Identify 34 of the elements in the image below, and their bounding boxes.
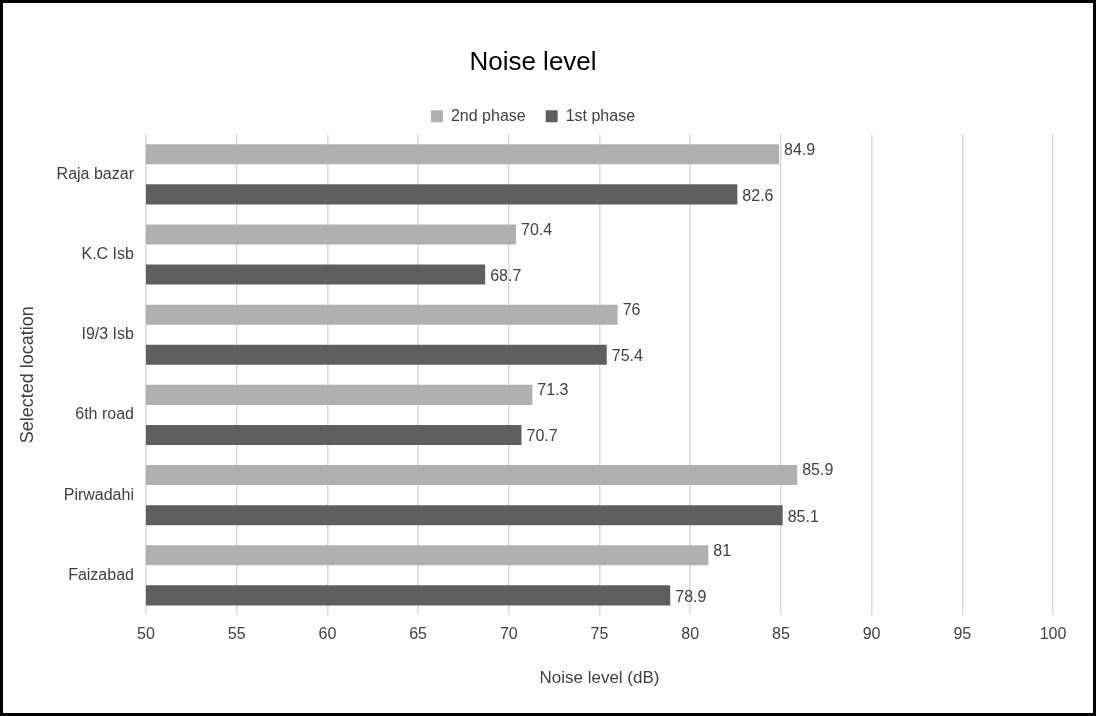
x-tick-label: 65 xyxy=(409,625,428,643)
x-tick-label: 70 xyxy=(499,625,518,643)
x-tick-label: 90 xyxy=(862,625,881,643)
y-tick-label: K.C Isb xyxy=(81,244,135,262)
data-label: 75.4 xyxy=(611,347,643,365)
data-label: 81 xyxy=(713,541,732,559)
x-tick-label: 55 xyxy=(227,625,246,643)
data-label: 85.9 xyxy=(802,461,834,479)
y-tick-label: Pirwadahi xyxy=(63,485,134,503)
legend-label: 1st phase xyxy=(565,106,636,124)
y-tick-label: I9/3 Isb xyxy=(81,325,135,343)
data-label: 70.7 xyxy=(526,427,558,445)
y-axis-title: Selected location xyxy=(16,306,37,444)
x-tick-label: 100 xyxy=(1039,625,1067,643)
x-tick-label: 80 xyxy=(681,625,700,643)
y-tick-label: 6th road xyxy=(75,405,134,423)
x-tick-label: 60 xyxy=(318,625,337,643)
x-tick-label: 85 xyxy=(771,625,790,643)
data-label: 78.9 xyxy=(675,587,707,605)
data-label: 85.1 xyxy=(787,507,819,525)
data-label: 70.4 xyxy=(521,220,553,238)
chart-title: Noise level xyxy=(469,45,597,76)
data-label: 68.7 xyxy=(490,266,522,284)
legend-label: 2nd phase xyxy=(450,106,526,124)
data-label: 71.3 xyxy=(537,381,569,399)
x-tick-label: 95 xyxy=(953,625,972,643)
x-axis-title: Noise level (dB) xyxy=(539,668,660,688)
data-label: 82.6 xyxy=(742,186,774,204)
y-tick-label: Faizabad xyxy=(68,565,134,583)
x-tick-label: 50 xyxy=(137,625,155,643)
y-tick-label: Raja bazar xyxy=(56,164,135,182)
data-label: 84.9 xyxy=(784,140,816,158)
data-label: 76 xyxy=(622,301,641,319)
x-tick-label: 75 xyxy=(590,625,609,643)
